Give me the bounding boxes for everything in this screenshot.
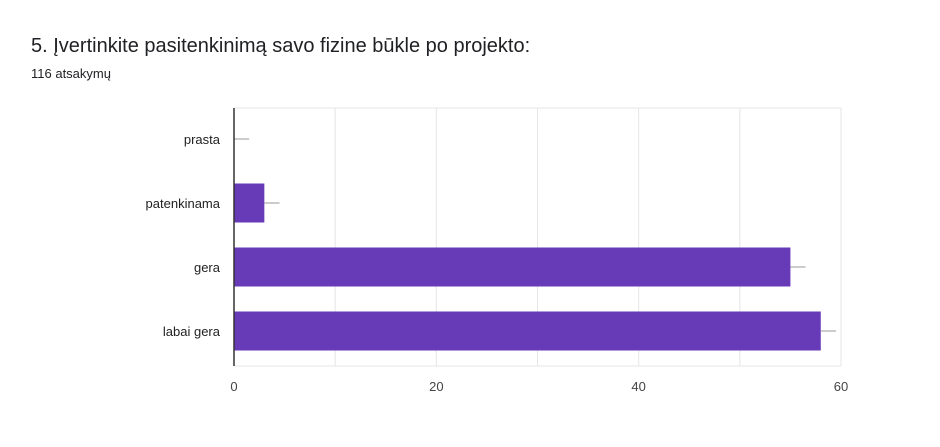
bar-2 [234,247,791,287]
x-tick-label-3: 60 [834,379,848,394]
x-tick-label-0: 0 [230,379,237,394]
category-label-2: gera [194,260,221,275]
bar-3 [234,311,821,351]
x-tick-label-1: 20 [429,379,443,394]
category-label-1: patenkinama [146,196,221,211]
question-title: 5. Įvertinkite pasitenkinimą savo fizine… [31,35,531,57]
category-label-0: prasta [184,132,221,147]
response-count: 116 atsakymų [31,66,111,81]
bar-1 [234,183,265,223]
category-label-3: labai gera [163,324,221,339]
x-tick-label-2: 40 [631,379,645,394]
